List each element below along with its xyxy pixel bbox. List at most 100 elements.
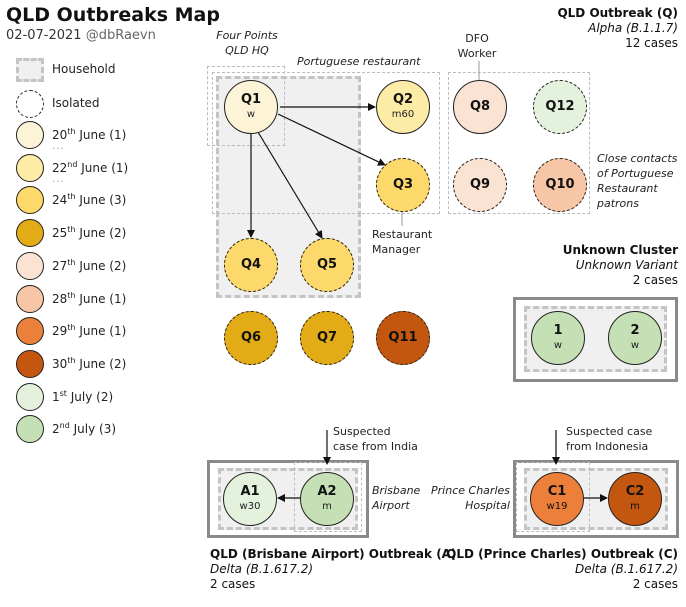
unknown-cluster-variant: Unknown Variant [575,258,678,272]
legend-ellipsis: ... [52,141,65,152]
case-detail: w [246,109,256,120]
case-node-q3: Q3 [376,158,430,212]
case-detail: w [630,340,640,351]
case-detail: w19 [546,501,568,512]
pch-line1: Prince Charles [431,484,510,497]
close-contacts-box [448,72,590,214]
case-label: A1 [240,484,260,499]
legend-date-label: 22nd June (1) [52,160,129,175]
suspected-india-note: Suspected case from India [333,424,418,454]
manager-line2: Manager [372,243,421,256]
case-label: 1 [553,323,563,338]
case-label: C2 [625,484,645,499]
legend-date-label: 24th June (3) [52,192,127,207]
legend-date-swatch [16,186,44,214]
case-label: Q11 [388,330,418,345]
arrow-q1-q3 [277,113,386,166]
legend-ellipsis: ... [52,174,65,185]
legend-date-swatch [16,317,44,345]
legend-date-label: 20th June (1) [52,127,127,142]
case-label: Q2 [392,92,414,107]
legend-date-label: 28th June (1) [52,291,127,306]
legend-date-swatch [16,415,44,443]
case-label: Q7 [316,330,338,345]
india-line2: case from India [333,440,418,453]
dfo-line1: DFO [465,32,489,45]
c-outbreak-variant: Delta (B.1.617.2) [574,562,678,576]
case-detail: w [553,340,563,351]
case-detail: w30 [239,501,261,512]
four-points-line1: Four Points [216,29,278,42]
legend-date-label: 1st July (2) [52,389,114,404]
case-node-q9: Q9 [453,158,507,212]
q-outbreak-heading: QLD Outbreak (Q) Alpha (B.1.1.7) 12 case… [557,6,678,51]
case-node-q4: Q4 [224,238,278,292]
q-outbreak-count: 12 cases [625,36,678,50]
legend-household-swatch [16,58,44,82]
legend-isolated-swatch [16,90,44,118]
airport-line2: Airport [372,499,410,512]
close-line2: of Portuguese [597,167,674,180]
case-label: Q8 [469,99,491,114]
legend-date-label: 25th June (2) [52,225,127,240]
case-label: Q10 [545,177,575,192]
case-label: A2 [317,484,337,499]
case-node-c2: C2 m [608,472,662,526]
unknown-cluster-count: 2 cases [632,273,678,287]
case-detail: m60 [391,109,415,120]
legend-household-label: Household [52,62,116,76]
case-label: Q9 [469,177,491,192]
case-detail: m [322,501,332,512]
a-outbreak-box [207,460,369,538]
case-node-a1: A1 w30 [223,472,277,526]
dfo-worker-note: DFO Worker [448,31,506,61]
a-outbreak-variant: Delta (B.1.617.2) [210,562,314,576]
case-node-q8: Q8 [453,80,507,134]
q-outbreak-variant: Alpha (B.1.1.7) [588,21,678,35]
indonesia-line1: Suspected case [566,425,653,438]
case-node-q10: Q10 [533,158,587,212]
unknown-cluster-box [513,297,678,382]
q-outbreak-name: QLD Outbreak (Q) [557,6,678,20]
legend-date-swatch [16,252,44,280]
case-node-q12: Q12 [533,80,587,134]
four-points-line2: QLD HQ [225,44,269,57]
legend-date-swatch [16,285,44,313]
case-label: Q6 [240,330,262,345]
legend-isolated-label: Isolated [52,96,100,110]
case-label: C1 [547,484,567,499]
legend-date-label: 27th June (2) [52,258,127,273]
prince-charles-note: Prince Charles Hospital [420,483,510,513]
case-node-c1: C1 w19 [530,472,584,526]
indonesia-line2: from Indonesia [566,440,649,453]
c-outbreak-count: 2 cases [632,577,678,591]
four-points-note: Four Points QLD HQ [207,28,287,58]
case-label: 2 [630,323,640,338]
unknown-cluster-heading: Unknown Cluster Unknown Variant 2 cases [563,243,678,288]
close-line4: patrons [597,197,639,210]
restaurant-manager-note: Restaurant Manager [372,227,432,257]
case-label: Q4 [240,257,262,272]
airport-line1: Brisbane [372,484,421,497]
case-detail: m [630,501,640,512]
unknown-cluster-name: Unknown Cluster [562,243,678,257]
case-node-q1: Q1 w [224,80,278,134]
case-node-q11: Q11 [376,311,430,365]
portuguese-restaurant-box [212,72,440,214]
legend-date-swatch [16,219,44,247]
c-outbreak-heading: QLD (Prince Charles) Outbreak (C) Delta … [446,547,678,592]
page-title: QLD Outbreaks Map [6,4,220,26]
legend-date-swatch [16,121,44,149]
date-label: 02-07-2021 [6,28,82,43]
c-outbreak-box [513,460,679,538]
a-outbreak-name: QLD (Brisbane Airport) Outbreak (A) [210,547,457,561]
case-node-q2: Q2 m60 [376,80,430,134]
pch-line2: Hospital [465,499,510,512]
legend-date-swatch [16,383,44,411]
c-outbreak-name: QLD (Prince Charles) Outbreak (C) [446,547,678,561]
close-line3: Restaurant [597,182,658,195]
brisbane-airport-note: Brisbane Airport [372,483,420,513]
case-label: Q5 [316,257,338,272]
